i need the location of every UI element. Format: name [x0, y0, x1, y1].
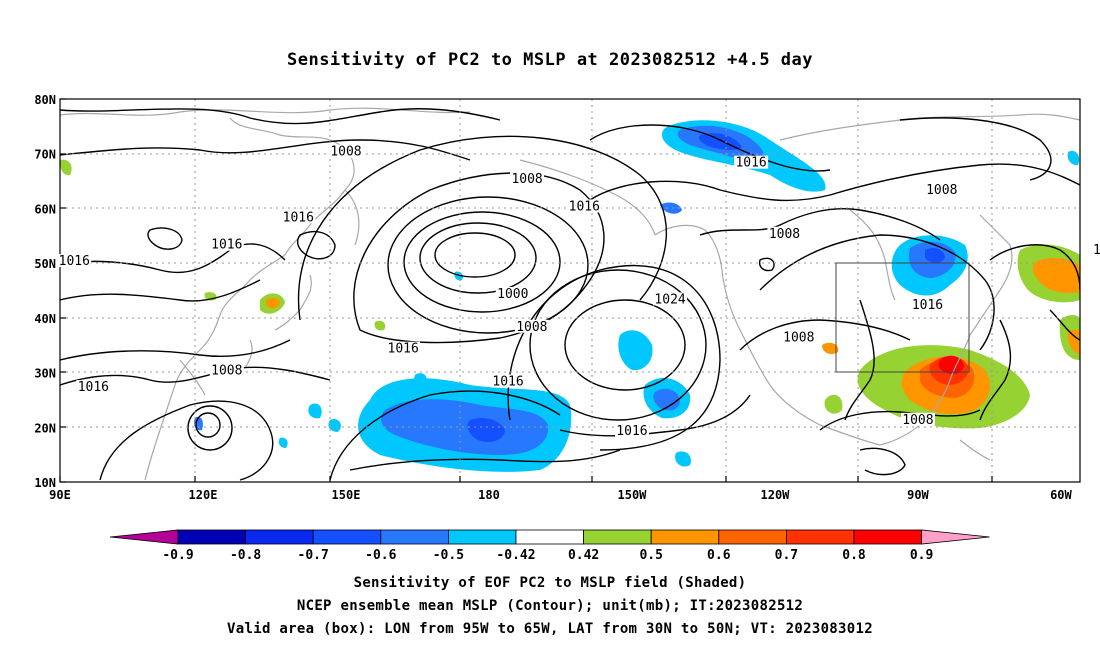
- colorbar: [109, 529, 990, 545]
- colorbar-segment: [718, 529, 787, 545]
- colorbar-extend-low: [109, 529, 179, 545]
- colorbar-label: -0.7: [298, 548, 329, 563]
- contour-label-bg: [76, 379, 111, 393]
- contour-label: 1016: [211, 238, 242, 253]
- contour-label-bg: [910, 297, 945, 311]
- colorbar-segment: [650, 529, 720, 545]
- colorbar-label: -0.9: [162, 548, 193, 563]
- contour-label: 1016: [388, 342, 419, 357]
- contour-label-bg: [328, 144, 363, 158]
- contour-label-bg: [209, 363, 244, 377]
- contour-label-bg: [614, 423, 649, 437]
- contour-label: 1008: [902, 413, 933, 428]
- contour-label-bg: [495, 286, 530, 300]
- contour-label: 1016: [283, 210, 314, 225]
- lat-label: 50N: [34, 257, 56, 271]
- contour-label: 1016: [78, 380, 109, 395]
- lat-label: 20N: [34, 421, 56, 435]
- contour-label: 1008: [511, 172, 542, 187]
- lon-label: 150W: [618, 488, 648, 502]
- contour-label-bg: [491, 374, 526, 388]
- lon-label: 90W: [907, 488, 929, 502]
- colorbar-labels: -0.9 -0.8 -0.7 -0.6 -0.5 -0.42 0.42 0.5 0.6 0.7 0.…: [162, 548, 933, 563]
- plot-frame: [59, 98, 1081, 483]
- contour-label: 1016: [1093, 243, 1100, 258]
- contour-label-bg: [767, 226, 802, 240]
- lon-label: 120W: [761, 488, 791, 502]
- colorbar-segment: [380, 529, 449, 545]
- contour-label-bg: [510, 172, 545, 186]
- colorbar-label: 0.7: [775, 548, 798, 563]
- contour-label: 1016: [59, 254, 90, 269]
- valid-area-box: [835, 262, 970, 373]
- contour-label: 1008: [769, 227, 800, 242]
- contour-label-bg: [734, 155, 769, 169]
- lon-label: 90E: [49, 488, 71, 502]
- contour-label: 1008: [330, 145, 361, 160]
- lon-label: 60W: [1050, 488, 1072, 502]
- contour-label: 1016: [735, 156, 766, 171]
- longitude-labels: 90E 120E 150E 180 150W 120W 90W 60W: [49, 488, 1072, 502]
- latitude-labels: 80N 70N 60N 50N 40N 30N 20N 10N: [34, 93, 56, 490]
- lat-label: 40N: [34, 312, 56, 326]
- map-title: Sensitivity of PC2 to MSLP at 2023082512…: [286, 50, 813, 70]
- contour-label: 1008: [926, 183, 957, 198]
- contour-label: 1016: [492, 375, 523, 390]
- contour-label-bg: [386, 341, 421, 355]
- colorbar-label: -0.8: [230, 548, 261, 563]
- contour-label-bg: [567, 199, 602, 213]
- colorbar-label: 0.6: [707, 548, 731, 563]
- colorbar-label: 0.8: [842, 548, 866, 563]
- lat-label: 30N: [34, 367, 56, 381]
- colorbar-segment: [312, 529, 382, 545]
- colorbar-segment: [447, 529, 517, 545]
- lon-label: 120E: [189, 488, 218, 502]
- colorbar-label: 0.42: [568, 548, 599, 563]
- contour-label: 1016: [569, 199, 600, 214]
- colorbar-segment: [853, 529, 922, 545]
- contour-label-bg: [781, 330, 816, 344]
- lat-label: 80N: [34, 93, 56, 107]
- colorbar-label: -0.5: [433, 548, 464, 563]
- colorbar-label: 0.9: [910, 548, 933, 563]
- lat-label: 60N: [34, 202, 56, 216]
- lat-label: 10N: [34, 476, 56, 490]
- coastlines: [60, 107, 1080, 481]
- contour-label-bg: [209, 237, 244, 251]
- caption-line-2: NCEP ensemble mean MSLP (Contour); unit(…: [296, 598, 804, 614]
- colorbar-segment: [245, 529, 314, 545]
- contour-label: 1000: [497, 287, 528, 302]
- contour-label-bg: [900, 412, 935, 426]
- contour-label-bg: [57, 254, 92, 268]
- axis-ticks: [59, 98, 993, 483]
- contour-label-bg: [653, 292, 688, 306]
- contour-label: 1008: [516, 320, 547, 335]
- lon-label: 180: [478, 488, 500, 502]
- contour-label: 1008: [211, 364, 242, 379]
- contour-label-bg: [514, 319, 549, 333]
- colorbar-segment: [583, 529, 652, 545]
- colorbar-segment: [786, 529, 855, 545]
- caption-line-1: Sensitivity of EOF PC2 to MSLP field (Sh…: [353, 575, 747, 591]
- lon-label: 150E: [332, 488, 361, 502]
- contour-label: 1024: [654, 292, 685, 307]
- contour-label: 1016: [912, 298, 943, 313]
- contour-label-bg: [1091, 243, 1100, 257]
- contour-label: 1008: [783, 331, 814, 346]
- colorbar-label: 0.5: [639, 548, 662, 563]
- contour-label-bg: [924, 183, 959, 197]
- caption-line-3: Valid area (box): LON from 95W to 65W, L…: [227, 621, 873, 637]
- colorbar-extend-high: [921, 529, 990, 545]
- colorbar-label: -0.42: [496, 548, 535, 563]
- colorbar-label: -0.6: [365, 548, 396, 563]
- contour-label-bg: [281, 210, 316, 224]
- colorbar-segment: [177, 529, 246, 545]
- lat-label: 70N: [34, 148, 56, 162]
- colorbar-segment: [515, 529, 584, 545]
- contour-label: 1016: [616, 424, 647, 439]
- contour-labels: 1008 1016 1000 1008 1008 1016 1016 1008 1016 1016…: [57, 144, 1100, 439]
